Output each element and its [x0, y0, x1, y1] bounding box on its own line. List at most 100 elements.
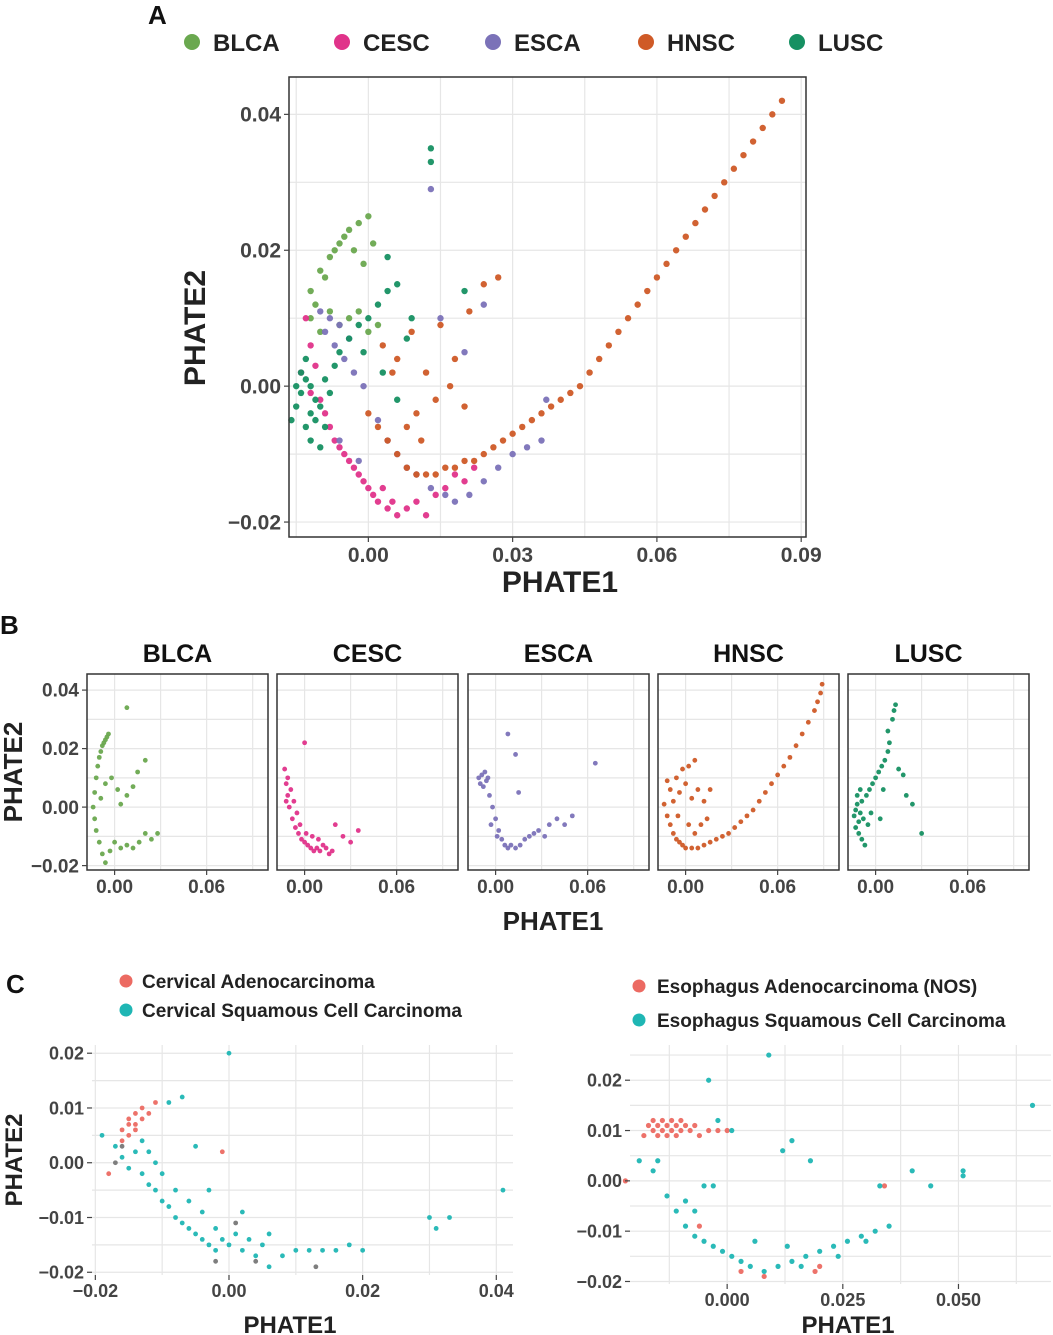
- data-point: [928, 1183, 934, 1189]
- data-point: [683, 845, 689, 851]
- data-point: [664, 1193, 670, 1199]
- data-point: [517, 842, 523, 848]
- data-point: [305, 842, 311, 848]
- plot-frame: [86, 673, 269, 871]
- data-point: [403, 464, 411, 471]
- data-point: [819, 681, 825, 687]
- data-point: [496, 828, 502, 833]
- data-point: [667, 787, 673, 792]
- data-point: [112, 839, 118, 845]
- data-point: [675, 813, 681, 819]
- data-points: [851, 702, 925, 848]
- data-point: [487, 793, 492, 798]
- data-point: [756, 798, 762, 804]
- x-tick-label: 0.04: [479, 1281, 514, 1301]
- data-point: [615, 328, 622, 336]
- data-point: [807, 1158, 814, 1164]
- data-point: [710, 1243, 716, 1249]
- panel-c-right-legend: Esophagus Adenocarcinoma (NOS) Esophagus …: [632, 977, 1006, 1032]
- data-point: [360, 260, 367, 268]
- data-point: [818, 690, 823, 696]
- data-point: [680, 766, 685, 772]
- data-point: [896, 766, 902, 772]
- data-point: [701, 1238, 707, 1244]
- data-point: [664, 1132, 670, 1139]
- data-point: [856, 819, 862, 825]
- data-point: [307, 410, 314, 417]
- data-point: [692, 831, 698, 836]
- data-point: [384, 437, 391, 444]
- y-tick-label: 0.00: [42, 798, 79, 819]
- y-tick-label: 0.02: [240, 240, 281, 263]
- x-tick-label: 0.00: [477, 877, 514, 898]
- panel-c-left-scatter: −0.02 0.00 0.02 0.04 −0.02 −0.01 0.00 0.01 0.02 P…: [1, 1044, 514, 1335]
- gridlines: [289, 77, 806, 537]
- y-tick-label: 0.00: [240, 376, 281, 399]
- data-point: [427, 145, 435, 152]
- data-point: [526, 833, 532, 839]
- data-point: [513, 845, 518, 851]
- data-point: [885, 749, 891, 754]
- x-tick-label: 0.06: [378, 877, 415, 898]
- series-cervical-adenocarcinoma: [106, 1100, 225, 1177]
- data-point: [106, 731, 111, 737]
- data-point: [213, 1226, 219, 1231]
- data-point: [394, 450, 401, 458]
- data-point: [655, 1132, 661, 1139]
- data-point: [133, 1149, 138, 1155]
- data-point: [461, 457, 468, 465]
- data-point: [569, 813, 575, 819]
- x-tick-label: 0.02: [345, 1281, 380, 1301]
- legend-item-esca: ESCA: [485, 30, 581, 57]
- data-point: [505, 845, 511, 851]
- data-point: [302, 376, 310, 383]
- data-point: [308, 845, 314, 851]
- data-point: [499, 836, 505, 842]
- y-axis-title: PHATE2: [1, 1114, 28, 1207]
- x-tick-label: 0.050: [936, 1290, 981, 1310]
- data-point: [109, 775, 114, 781]
- data-point: [119, 1138, 125, 1144]
- data-point: [857, 787, 863, 792]
- data-point: [173, 1215, 178, 1220]
- legend-item: Cervical Squamous Cell Carcinoma: [119, 1001, 462, 1022]
- data-point: [384, 505, 391, 512]
- data-point: [495, 274, 502, 281]
- data-point: [706, 1077, 712, 1083]
- data-point: [126, 1165, 132, 1171]
- data-point: [522, 836, 528, 842]
- data-point: [92, 790, 98, 795]
- data-point: [669, 1127, 675, 1134]
- data-point: [394, 281, 401, 288]
- data-point: [219, 1237, 225, 1242]
- data-point: [479, 772, 485, 778]
- data-point: [346, 1242, 352, 1248]
- data-point: [495, 464, 502, 471]
- data-point: [355, 828, 361, 833]
- data-point: [379, 369, 386, 376]
- data-point: [403, 335, 411, 342]
- x-tick-label: 0.06: [949, 877, 986, 898]
- data-point: [345, 315, 353, 322]
- data-points: [288, 97, 786, 519]
- data-points: [90, 705, 160, 866]
- data-point: [226, 1050, 232, 1056]
- y-tick-label: −0.01: [38, 1208, 84, 1228]
- data-point: [166, 1204, 172, 1209]
- data-point: [93, 828, 99, 833]
- data-point: [872, 1228, 878, 1234]
- data-point: [317, 308, 324, 315]
- series-esophagus-squamous-cell-carcinoma: [636, 1052, 1036, 1275]
- data-point: [408, 328, 415, 336]
- data-point: [865, 822, 871, 828]
- facet-title: BLCA: [143, 640, 212, 668]
- data-point: [650, 1168, 656, 1174]
- data-point: [476, 775, 482, 781]
- data-point: [673, 1208, 679, 1214]
- data-point: [775, 1263, 781, 1269]
- data-point: [321, 328, 329, 336]
- data-point: [307, 389, 314, 397]
- data-point: [126, 1132, 132, 1138]
- data-point: [863, 1238, 869, 1244]
- data-point: [730, 165, 738, 172]
